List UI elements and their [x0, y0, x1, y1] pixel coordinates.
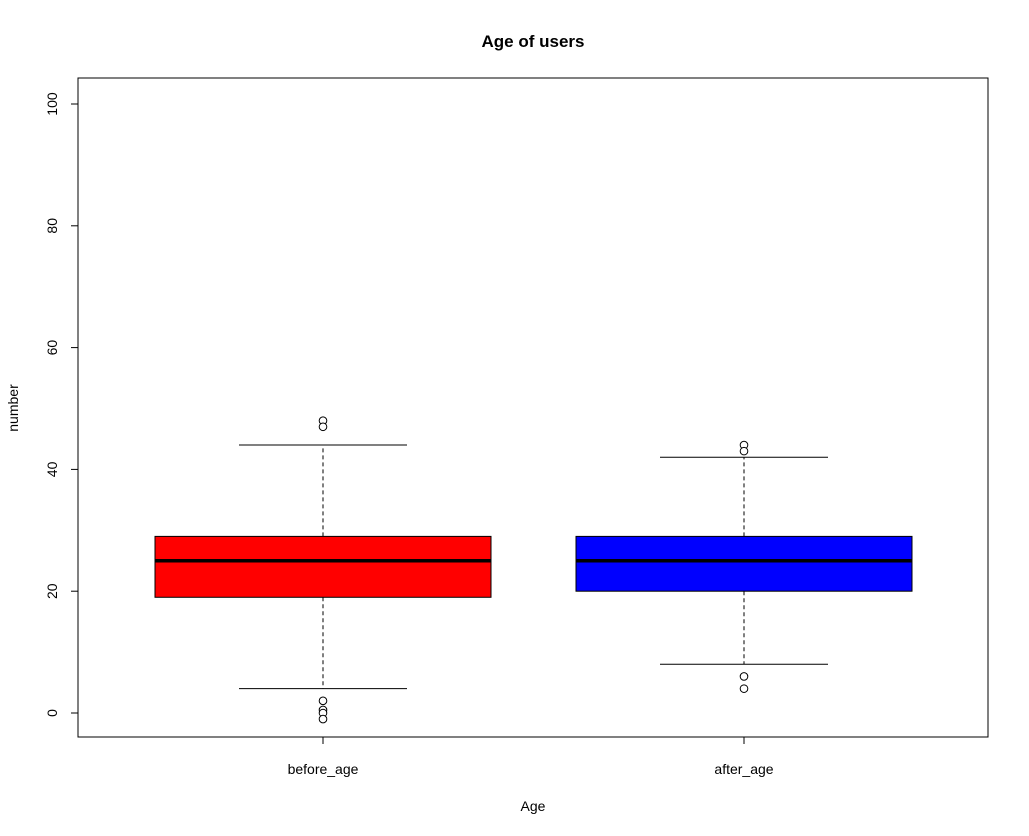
box-before_age [154, 416, 492, 724]
outlier-before_age-1 [318, 422, 328, 432]
x-axis: before_age after_age [288, 736, 774, 777]
y-axis-label: number [5, 384, 21, 432]
outlier-after_age-2 [739, 672, 749, 681]
x-tick-label-before_age: before_age [288, 761, 359, 777]
box-rect-after_age [575, 535, 913, 592]
box-rect-before_age [154, 535, 492, 598]
outlier-before_age-2 [318, 696, 328, 706]
x-tick-label-after_age: after_age [714, 761, 773, 777]
y-tick-label-100: 100 [44, 92, 60, 116]
y-tick-label-80: 80 [44, 218, 60, 234]
outlier-before_age-5 [318, 714, 328, 724]
y-tick-label-40: 40 [44, 461, 60, 477]
outlier-after_age-1 [739, 446, 749, 456]
outlier-after_age-3 [739, 684, 749, 693]
y-tick-label-0: 0 [44, 709, 60, 717]
y-tick-label-60: 60 [44, 340, 60, 356]
boxes [154, 416, 913, 724]
x-axis-label: Age [521, 798, 546, 814]
y-tick-label-20: 20 [44, 583, 60, 599]
plot-frame [77, 77, 989, 738]
box-after_age [575, 440, 913, 693]
chart-title: Age of users [482, 32, 585, 51]
y-axis: 0 20 40 60 80 100 [44, 92, 79, 717]
